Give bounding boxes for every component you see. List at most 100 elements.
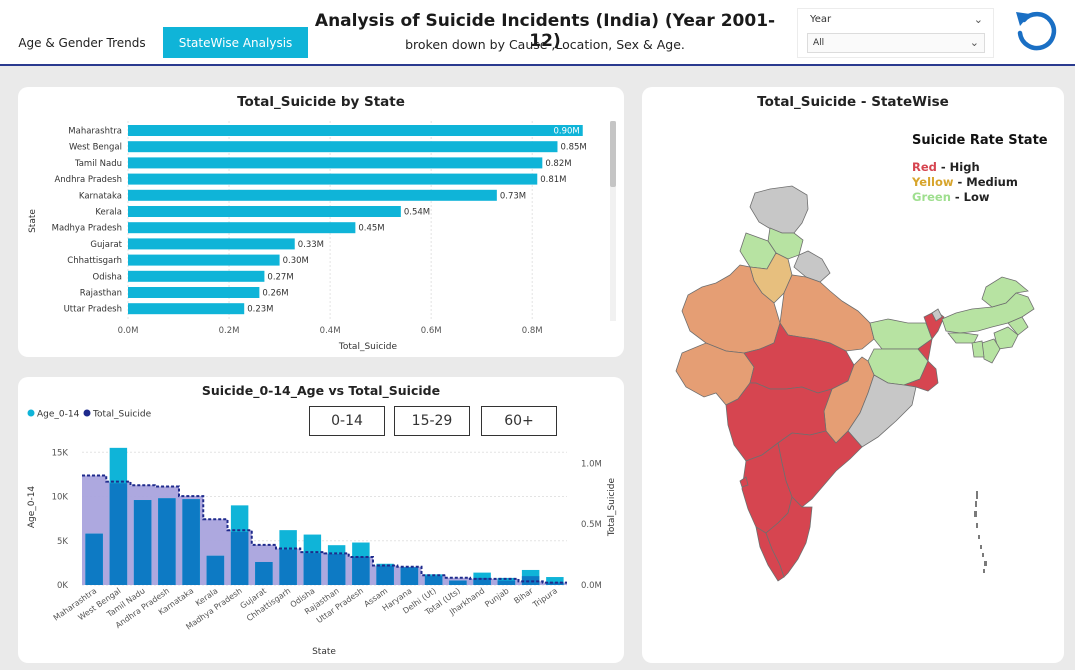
- bar-overlap: [424, 576, 443, 585]
- year-dropdown[interactable]: All ⌄: [807, 33, 985, 53]
- y2-axis-title: Total_Suicide: [607, 477, 617, 537]
- bar-overlap: [303, 553, 322, 585]
- map-title: Total_Suicide - StateWise: [757, 94, 949, 110]
- bar[interactable]: [128, 254, 280, 266]
- map-region-nagaland[interactable]: [1007, 316, 1029, 336]
- bar-overlap: [85, 533, 103, 585]
- data-label: 0.54M: [404, 208, 430, 218]
- data-label: 0.27M: [267, 272, 293, 282]
- combo-chart: Age_0-14 Total_Suicide 0K 5K 10K 15K 0.0M 0.5M 1…: [27, 409, 617, 657]
- map-region-arunachal-pradesh[interactable]: [981, 276, 1029, 308]
- y-tick-label: Rajasthan: [80, 289, 122, 299]
- map-region-jammu-kashmir[interactable]: [749, 185, 809, 234]
- y-tick-label: Chhattisgarh: [67, 256, 122, 266]
- bar-overlap: [400, 567, 419, 585]
- bar-overlap: [133, 500, 152, 585]
- map-region-goa[interactable]: [739, 476, 749, 488]
- bar-overlap: [279, 549, 297, 585]
- bar-chart-title: Total_Suicide by State: [237, 94, 405, 110]
- map-region-uttarakhand[interactable]: [793, 250, 831, 283]
- india-map: [675, 185, 1035, 582]
- bar-overlap: [473, 577, 491, 585]
- map-region-west-bengal[interactable]: [902, 310, 945, 392]
- x-tick-label: 0.8M: [522, 326, 543, 336]
- scrollbar-thumb[interactable]: [610, 121, 616, 187]
- y-tick-label: Maharashtra: [68, 127, 122, 137]
- x-tick-label: 0.4M: [320, 326, 341, 336]
- data-label: 0.26M: [262, 289, 288, 299]
- map-region-odisha[interactable]: [847, 374, 917, 448]
- legend-marker: [83, 409, 91, 417]
- map-legend-title: Suicide Rate State: [912, 133, 1048, 148]
- bar-overlap: [109, 483, 128, 585]
- x-tick-label: 0.6M: [421, 326, 442, 336]
- tab-age-gender-trends[interactable]: Age & Gender Trends: [10, 27, 154, 58]
- legend-low-color: Green: [912, 190, 951, 204]
- y-axis-title: State: [28, 209, 38, 233]
- age-15-29-button[interactable]: 15-29: [394, 406, 470, 436]
- data-label: 0.90M: [553, 127, 579, 137]
- bar-chart-card: Total_Suicide by State 0.0M 0.2M 0.4M 0.6M 0…: [18, 87, 624, 357]
- legend-medium: Yellow - Medium: [912, 175, 1018, 189]
- bar[interactable]: [128, 189, 497, 201]
- bar-chart: 0.0M 0.2M 0.4M 0.6M 0.8M Maharashtra 0.90M West…: [28, 121, 616, 352]
- y-tick-label: Tamil Nadu: [74, 159, 122, 169]
- bar[interactable]: [128, 125, 583, 136]
- bar[interactable]: [128, 141, 558, 153]
- bar-overlap: [376, 565, 394, 585]
- tab-statewise-analysis[interactable]: StateWise Analysis: [163, 27, 308, 58]
- scrollbar-track[interactable]: [610, 121, 616, 321]
- y2-tick-label: 0.0M: [581, 581, 602, 591]
- map-region-andaman-islands[interactable]: [974, 491, 987, 573]
- legend-high: Red - High: [912, 160, 980, 174]
- y-tick-label: 15K: [52, 448, 69, 458]
- map-region-tripura[interactable]: [971, 340, 985, 358]
- legend-high-color: Red: [912, 160, 937, 174]
- x-axis-title: Total_Suicide: [338, 342, 398, 352]
- bar[interactable]: [128, 270, 265, 282]
- bar[interactable]: [128, 222, 356, 234]
- y-tick-label: Gujarat: [90, 240, 122, 250]
- y-tick-label: Andhra Pradesh: [54, 175, 122, 185]
- legend-low: Green - Low: [912, 190, 990, 204]
- x-tick-label: Punjab: [483, 586, 510, 609]
- bar[interactable]: [128, 173, 538, 185]
- y2-tick-label: 0.5M: [581, 520, 602, 530]
- y-tick-label: Madhya Pradesh: [52, 224, 122, 234]
- x-axis-title: State: [312, 647, 336, 657]
- age-60-plus-button[interactable]: 60+: [481, 406, 557, 436]
- y-tick-label: West Bengal: [69, 143, 122, 153]
- bar-overlap: [497, 580, 516, 585]
- bar-overlap: [255, 561, 273, 585]
- map-region-tamil-nadu[interactable]: [765, 496, 813, 578]
- data-label: 0.81M: [540, 175, 566, 185]
- bar-overlap: [546, 582, 564, 585]
- y2-tick-label: 1.0M: [581, 459, 602, 469]
- bar-overlap: [449, 580, 467, 585]
- map-legend: Suicide Rate State Red - High Yellow - M…: [912, 133, 1048, 205]
- bar-age-0-14[interactable]: [546, 577, 564, 585]
- age-0-14-button[interactable]: 0-14: [309, 406, 385, 436]
- bar[interactable]: [128, 287, 260, 298]
- total-suicide-line[interactable]: [82, 474, 567, 584]
- y-axis-title: Age_0-14: [27, 486, 37, 529]
- bar[interactable]: [128, 303, 245, 315]
- year-dropdown-value: All: [813, 38, 825, 48]
- y-tick-label: Karnataka: [79, 191, 122, 201]
- map-region-assam[interactable]: [941, 292, 1035, 334]
- map-region-bihar[interactable]: [869, 318, 933, 350]
- x-tick-label: 0.0M: [118, 326, 139, 336]
- legend-medium-color: Yellow: [912, 175, 954, 189]
- data-label: 0.30M: [283, 256, 309, 266]
- total-suicide-area[interactable]: [82, 475, 567, 586]
- map-region-meghalaya[interactable]: [947, 332, 979, 344]
- bar[interactable]: [128, 206, 401, 217]
- map-region-sikkim[interactable]: [931, 308, 943, 322]
- reset-icon[interactable]: [1012, 6, 1060, 54]
- bar[interactable]: [128, 157, 543, 169]
- y-tick-label: Odisha: [93, 272, 122, 282]
- year-slicer-label: Year: [810, 14, 832, 25]
- chevron-down-icon[interactable]: ⌄: [973, 13, 983, 26]
- combo-chart-card: Suicide_0-14_Age vs Total_Suicide 0-14 1…: [18, 377, 624, 663]
- bar[interactable]: [128, 238, 295, 250]
